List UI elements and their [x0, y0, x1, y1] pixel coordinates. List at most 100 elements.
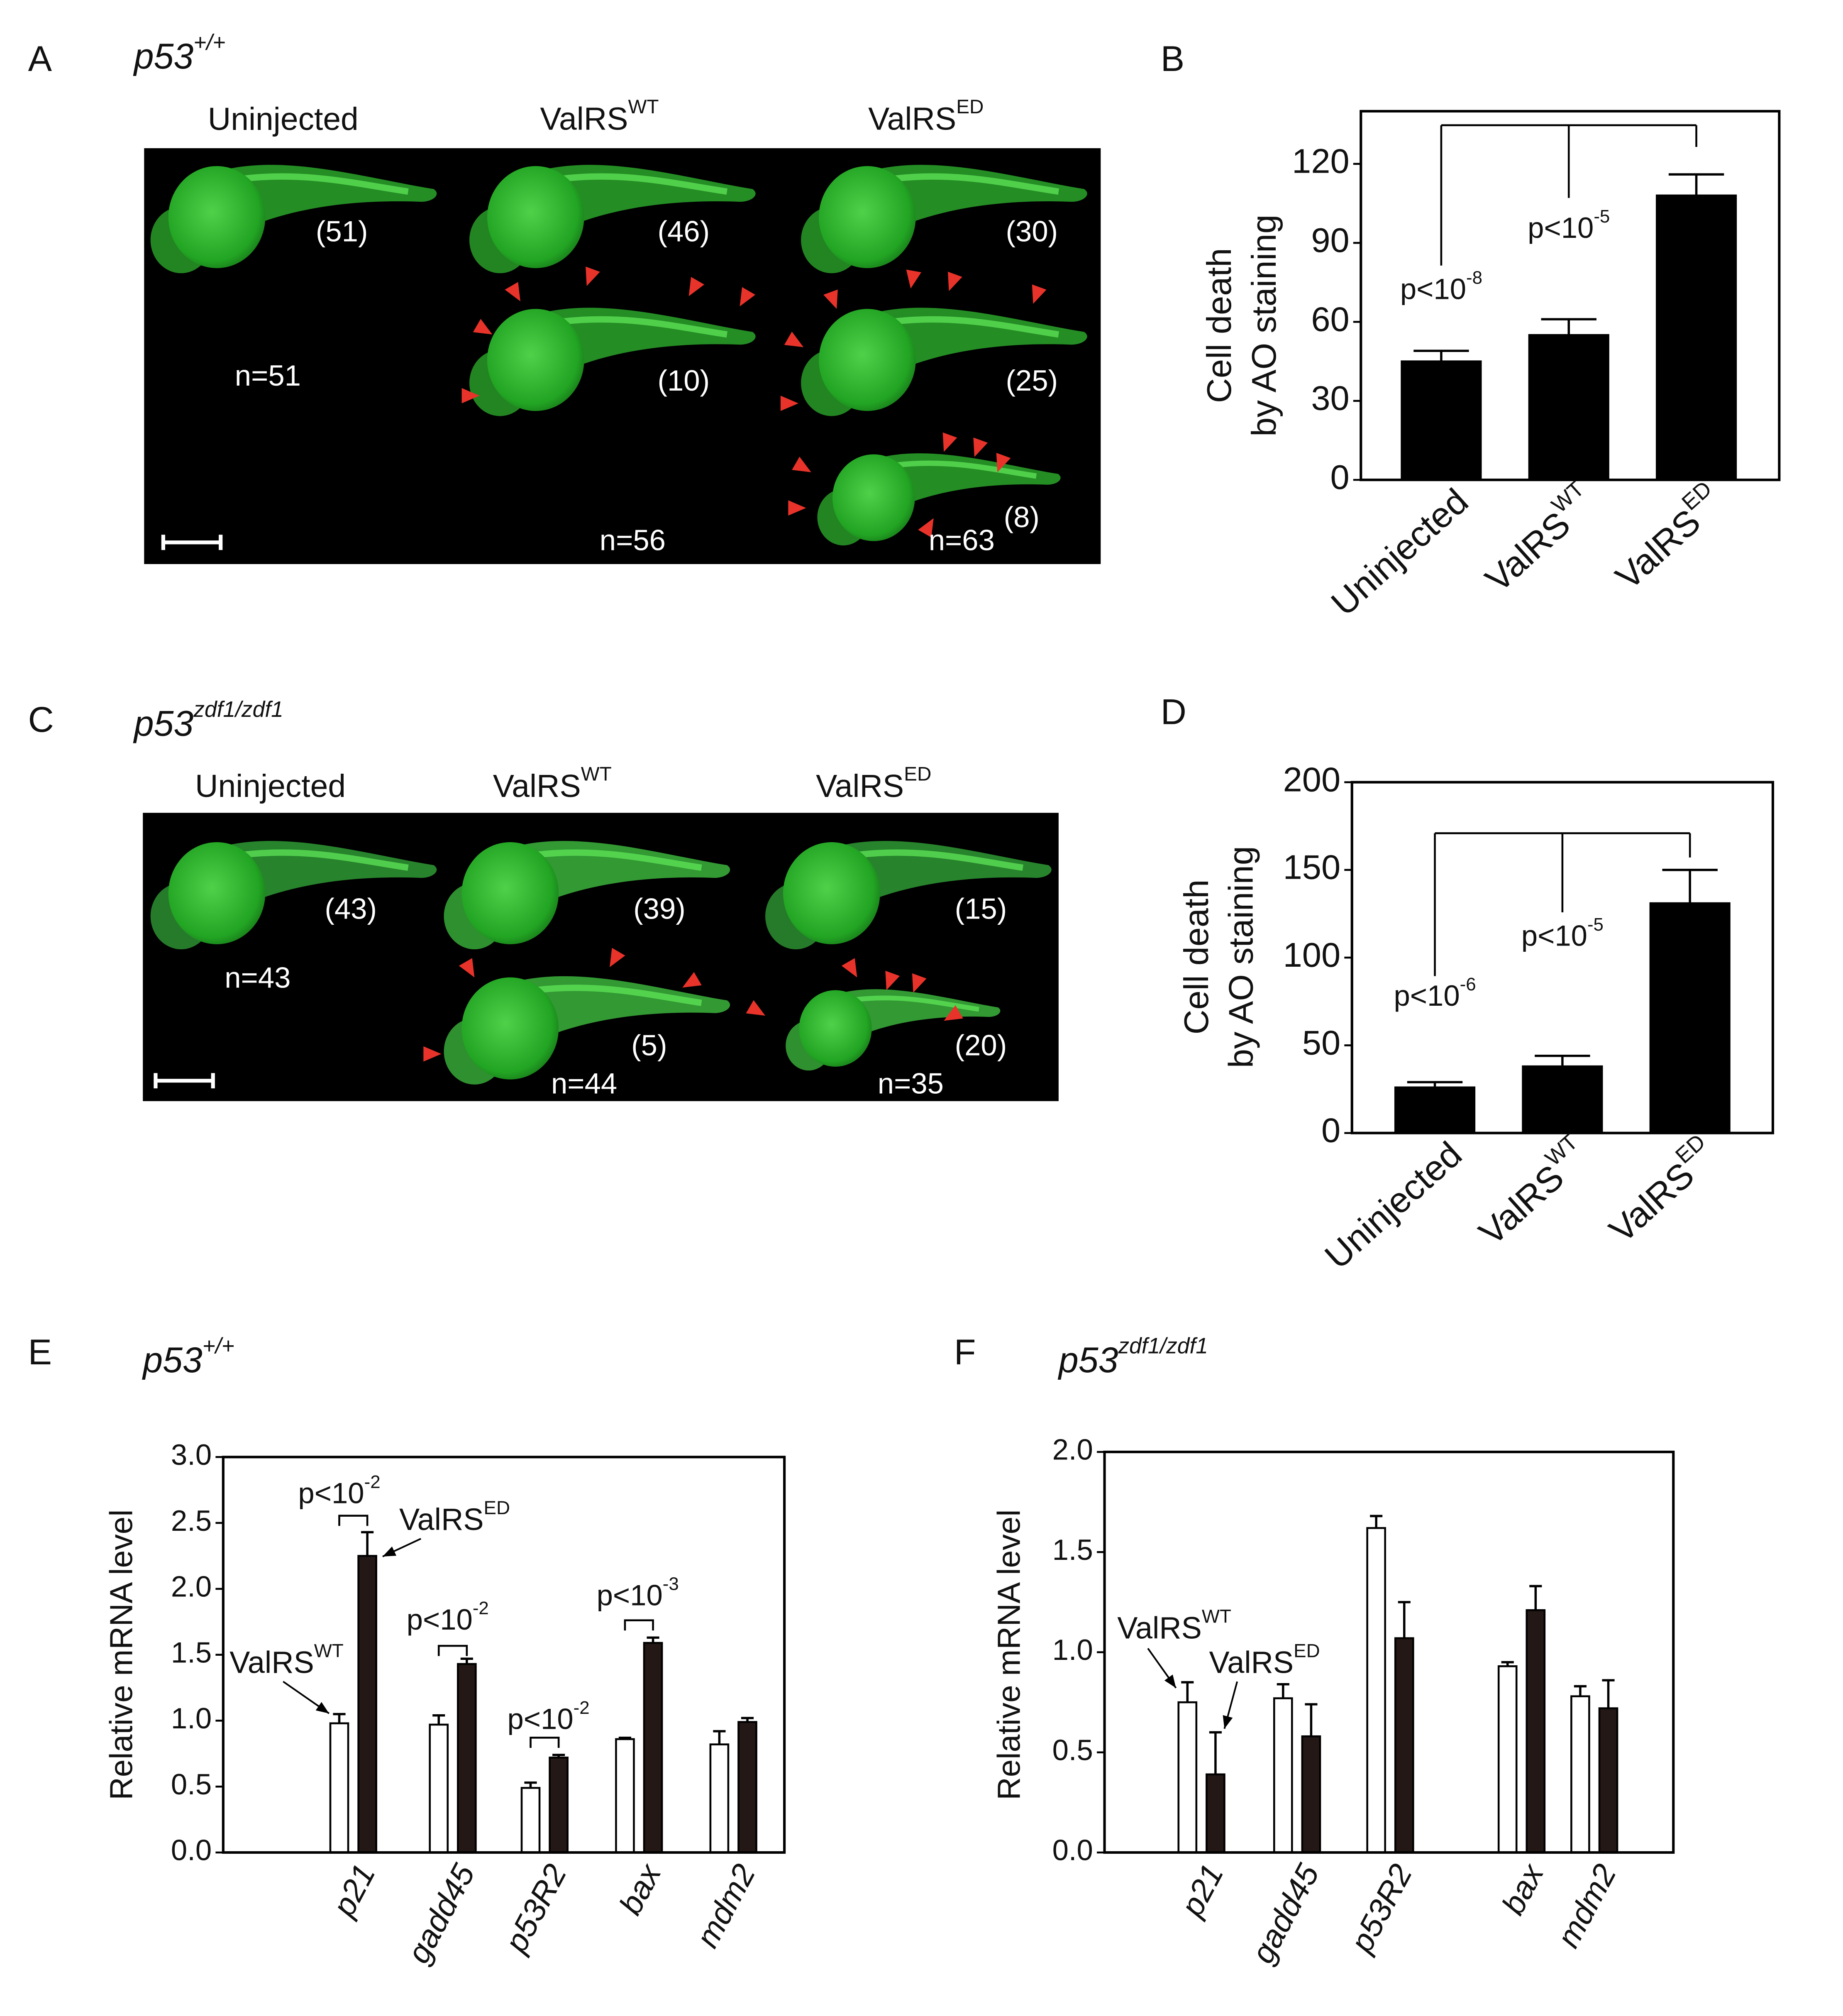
embryo-trunk — [854, 995, 979, 1012]
y-tick-label: 60 — [1311, 300, 1349, 338]
superscript: -3 — [663, 1574, 679, 1594]
superscript: WT — [314, 1640, 344, 1661]
superscript: -6 — [1460, 974, 1476, 995]
bar — [1394, 1086, 1476, 1134]
text-main: ValRS — [229, 1645, 314, 1680]
p-value: p<10-5 — [1528, 206, 1610, 244]
embryo-tail — [880, 165, 1087, 230]
y-tick-label: 100 — [1283, 936, 1340, 974]
y-tick-label: 200 — [1283, 760, 1340, 799]
error-bar — [1413, 349, 1469, 362]
error-bar — [1541, 318, 1596, 335]
embryo-yolk — [168, 166, 266, 268]
panel-label: F — [954, 1332, 976, 1372]
y-tick-label: 0.5 — [1052, 1733, 1093, 1766]
y-axis-label: by AO staining — [1245, 215, 1283, 437]
embryo-trunk — [561, 173, 727, 195]
bar — [1649, 902, 1731, 1134]
embryo — [469, 308, 756, 416]
embryo — [469, 165, 756, 274]
y-tick-label: 1.5 — [1052, 1533, 1093, 1566]
y-tick-label: 2.0 — [171, 1570, 212, 1603]
embryo-yolk — [487, 309, 584, 411]
embryo-yolk — [461, 977, 559, 1080]
embryo — [444, 841, 730, 950]
embryo-count: (39) — [633, 892, 686, 925]
embryo-yolk — [819, 166, 916, 268]
panel-label: D — [1161, 692, 1186, 732]
legend-arrowhead — [1223, 1715, 1233, 1729]
y-axis-label: by AO staining — [1221, 846, 1260, 1068]
red-arrow — [780, 396, 798, 411]
embryo-count: (30) — [1006, 215, 1058, 248]
error-bar — [1529, 1585, 1542, 1610]
x-tick-label: mdm2 — [689, 1858, 762, 1953]
superscript: +/+ — [203, 1334, 234, 1359]
embryo — [786, 989, 1001, 1071]
p-value: p<10-2 — [407, 1598, 489, 1636]
embryo — [817, 453, 1061, 546]
p-value: p<10-6 — [1394, 974, 1476, 1012]
superscript: ED — [904, 763, 931, 785]
n-label: n=63 — [929, 523, 995, 556]
red-arrow — [792, 457, 811, 472]
text-main: p53 — [133, 37, 194, 76]
error-bar — [432, 1714, 445, 1725]
embryo-tail — [523, 841, 730, 906]
embryo-yolk — [799, 990, 872, 1067]
embryo-yolk — [832, 454, 915, 541]
embryo-count: (20) — [955, 1029, 1007, 1061]
y-tick-label: 0 — [1330, 458, 1349, 496]
superscript: -2 — [473, 1598, 489, 1618]
column-header: ValRSWT — [540, 96, 659, 137]
p-value: p<10-2 — [507, 1697, 589, 1735]
x-tick-label: p53R2 — [1343, 1858, 1419, 1959]
embryo-trunk — [242, 173, 409, 195]
bar — [1497, 1665, 1518, 1854]
embryo-tail — [548, 308, 756, 373]
embryo-tail — [884, 453, 1061, 509]
embryo — [444, 976, 730, 1085]
embryo-trunk — [535, 849, 702, 871]
panel-label: C — [28, 700, 54, 740]
superscript: -5 — [1587, 914, 1604, 934]
text-main: ValRS — [1117, 1611, 1202, 1645]
text-main: p<10 — [597, 1579, 663, 1611]
legend-label: ValRSWT — [229, 1640, 344, 1679]
legend-arrowhead — [315, 1702, 329, 1714]
embryo-yolk — [783, 842, 880, 944]
embryo-tail — [548, 165, 756, 230]
embryo-count: (10) — [657, 364, 710, 397]
bar — [1177, 1701, 1198, 1854]
text-main: p<10 — [298, 1476, 364, 1509]
error-bar — [1305, 1703, 1318, 1737]
significance-bracket — [437, 1645, 468, 1656]
superscript: zdf1/zdf1 — [193, 697, 283, 722]
genotype: p53+/+ — [133, 30, 226, 76]
p-value: p<10-5 — [1521, 914, 1604, 952]
bar — [1401, 360, 1482, 481]
bar — [1570, 1695, 1590, 1854]
text-main: ValRS — [1472, 1157, 1572, 1253]
text-main: ValRS — [493, 768, 581, 804]
column-header: Uninjected — [208, 101, 359, 137]
error-bar — [333, 1713, 346, 1723]
embryo-count: (8) — [1004, 501, 1040, 533]
superscript: ED — [956, 96, 984, 118]
red-arrow — [1032, 284, 1047, 304]
superscript: -5 — [1594, 206, 1610, 227]
superscript: ED — [484, 1497, 510, 1518]
embryo — [765, 841, 1052, 950]
error-bar — [1602, 1679, 1615, 1708]
red-arrow — [505, 282, 520, 301]
text-main: ValRS — [1602, 1155, 1702, 1250]
red-arrow — [682, 972, 702, 988]
bar — [1206, 1773, 1225, 1854]
legend-label: ValRSWT — [1117, 1605, 1231, 1645]
error-bar — [1398, 1601, 1411, 1638]
red-arrow — [423, 1046, 442, 1062]
x-tick-label: p53R2 — [498, 1858, 574, 1959]
error-bar — [1535, 1054, 1590, 1067]
n-label: n=56 — [600, 523, 666, 556]
